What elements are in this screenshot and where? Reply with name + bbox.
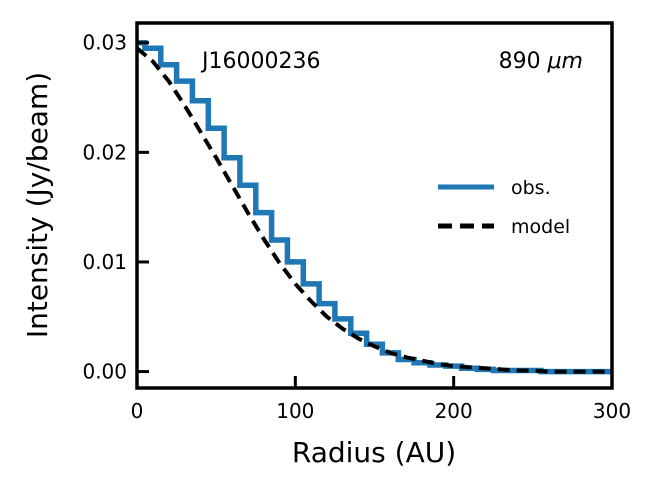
- wavelength-value: 890: [499, 49, 548, 74]
- y-axis-ticks: 0.00 0.01 0.02 0.03: [82, 31, 149, 384]
- x-axis-ticks: 0 100 200 300: [131, 376, 631, 423]
- y-tick-label: 0.01: [82, 250, 127, 274]
- obs-series-line: [137, 39, 612, 375]
- plot-area: [135, 21, 614, 390]
- legend-label-obs: obs.: [511, 177, 551, 199]
- legend-label-model: model: [511, 216, 570, 238]
- x-tick-label: 300: [593, 399, 631, 423]
- x-tick-label: 200: [435, 399, 473, 423]
- legend: obs. model: [438, 177, 570, 238]
- y-tick-label: 0.02: [82, 140, 127, 164]
- series-layer: [135, 39, 612, 375]
- plot-frame: [135, 21, 614, 390]
- y-tick-label: 0.03: [82, 31, 127, 55]
- y-tick-label: 0.00: [82, 360, 127, 384]
- model-series-line: [135, 46, 612, 374]
- x-tick-label: 0: [131, 399, 144, 423]
- source-annotation: J16000236: [200, 49, 320, 74]
- x-axis-label: Radius (AU): [292, 436, 456, 469]
- y-axis-label: Intensity (Jy/beam): [21, 72, 54, 338]
- wavelength-annotation: 890 μm: [499, 49, 583, 74]
- x-tick-label: 100: [276, 399, 314, 423]
- wavelength-unit: μm: [547, 49, 583, 74]
